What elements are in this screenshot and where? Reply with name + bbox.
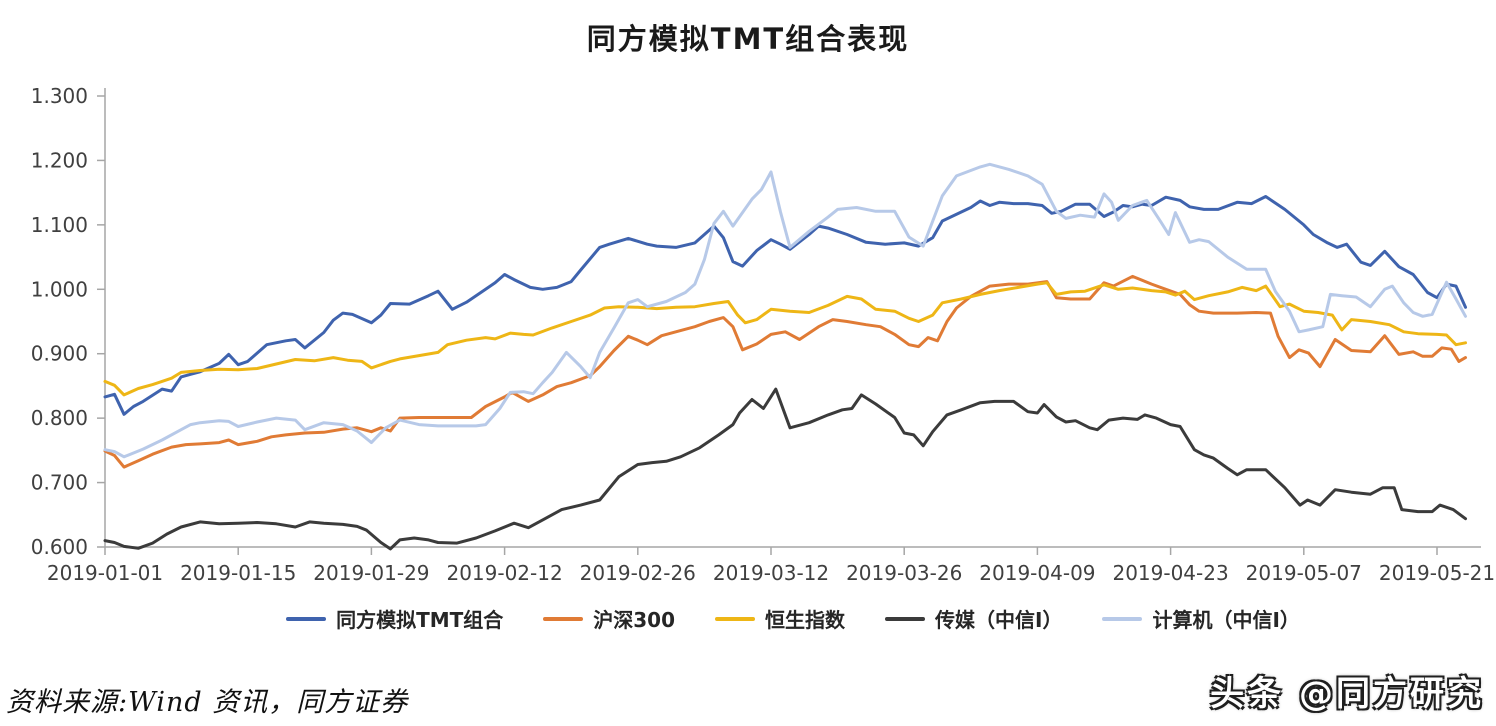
svg-text:2019-02-26: 2019-02-26	[580, 561, 696, 585]
chart-legend: 同方模拟TMT组合 沪深300 恒生指数 传媒（中信I） 计算机（中信I）	[105, 604, 1481, 633]
svg-text:1.100: 1.100	[31, 213, 88, 237]
svg-text:1.200: 1.200	[31, 148, 88, 172]
svg-text:2019-04-23: 2019-04-23	[1112, 561, 1228, 585]
source-note: 资料来源:Wind 资讯，同方证券	[6, 687, 409, 718]
svg-text:2019-05-21: 2019-05-21	[1379, 561, 1495, 585]
svg-text:2019-02-12: 2019-02-12	[446, 561, 562, 585]
svg-text:1.300: 1.300	[31, 84, 88, 108]
legend-line-swatch	[715, 616, 756, 621]
legend-label: 恒生指数	[765, 608, 846, 632]
svg-text:2019-03-26: 2019-03-26	[846, 561, 962, 585]
svg-text:0.600: 0.600	[31, 535, 88, 559]
legend-item-tmt: 同方模拟TMT组合	[286, 604, 503, 633]
legend-label: 计算机（中信I）	[1152, 608, 1300, 632]
legend-item-hsi: 恒生指数	[715, 604, 845, 633]
legend-item-hs300: 沪深300	[543, 604, 675, 633]
legend-line-swatch	[885, 616, 926, 621]
svg-text:0.900: 0.900	[31, 342, 88, 366]
svg-text:2019-05-07: 2019-05-07	[1246, 561, 1362, 585]
svg-text:2019-04-09: 2019-04-09	[979, 561, 1095, 585]
svg-text:0.700: 0.700	[31, 471, 88, 495]
svg-text:2019-01-15: 2019-01-15	[180, 561, 296, 585]
svg-text:0.800: 0.800	[31, 406, 88, 430]
watermark: 头条 @同方研究	[1210, 674, 1484, 714]
svg-text:1.000: 1.000	[31, 277, 88, 301]
legend-label: 传媒（中信I）	[935, 608, 1063, 632]
svg-text:2019-01-01: 2019-01-01	[47, 561, 163, 585]
legend-label: 沪深300	[593, 608, 676, 632]
legend-line-swatch	[543, 616, 584, 621]
legend-label: 同方模拟TMT组合	[336, 608, 504, 632]
legend-line-swatch	[1102, 616, 1143, 621]
chart-title: 同方模拟TMT组合表现	[586, 22, 910, 56]
legend-item-computer: 计算机（中信I）	[1102, 604, 1300, 633]
svg-text:2019-03-12: 2019-03-12	[713, 561, 829, 585]
legend-item-media: 传媒（中信I）	[885, 604, 1062, 633]
legend-line-swatch	[286, 616, 327, 621]
svg-text:2019-01-29: 2019-01-29	[313, 561, 429, 585]
